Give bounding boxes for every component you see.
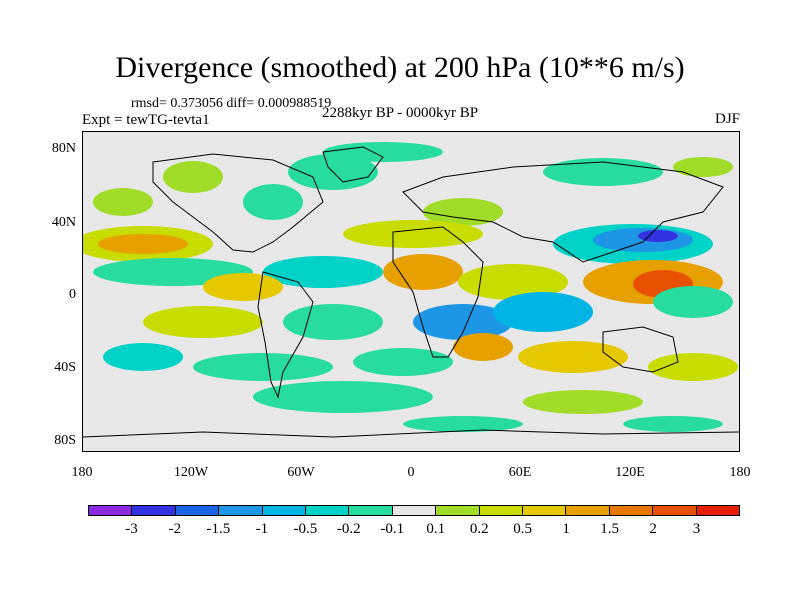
colorbar-label: -1.5 (206, 521, 231, 537)
lat-label: 40N (51, 215, 76, 230)
colorbar-swatch (306, 506, 350, 515)
lon-label: 60E (508, 465, 532, 480)
colorbar-swatch (89, 506, 133, 515)
map-field (83, 142, 739, 438)
period-label: 2288kyr BP - 0000kyr BP (322, 105, 479, 121)
colorbar-label: 1.5 (600, 521, 619, 537)
experiment-label: Expt = tewTG-tevta1 (82, 112, 210, 128)
colorbar-label: -0.5 (293, 521, 318, 537)
lat-label: 80S (54, 433, 76, 448)
plot-title: Divergence (smoothed) at 200 hPa (10**6 … (115, 51, 685, 84)
colorbar (88, 505, 740, 516)
colorbar-swatch (219, 506, 263, 515)
colorbar-swatch (436, 506, 480, 515)
colorbar-swatch (609, 506, 654, 515)
colorbar-swatch (349, 506, 393, 515)
lat-label: 0 (69, 287, 76, 302)
colorbar-swatch (392, 506, 437, 515)
stats-text: rmsd= 0.373056 diff= 0.000988519 (131, 96, 332, 111)
lat-label: 40S (54, 360, 76, 375)
colorbar-swatch (262, 506, 307, 515)
season-label: DJF (714, 111, 740, 127)
colorbar-label: 0.2 (469, 521, 489, 537)
colorbar-label: -3 (125, 521, 138, 537)
divergence-map (82, 131, 740, 452)
lon-label: 120W (173, 465, 209, 480)
lat-label: 80N (51, 141, 76, 156)
lon-label: 60W (287, 465, 315, 480)
colorbar-swatch (479, 506, 524, 515)
colorbar-label: 2 (649, 521, 657, 537)
colorbar-swatch (132, 506, 176, 515)
colorbar-label: 0.1 (426, 521, 446, 537)
lon-label: 120E (615, 465, 645, 480)
colorbar-swatch (696, 506, 740, 515)
lon-label: 180 (729, 465, 751, 480)
colorbar-swatch (175, 506, 220, 515)
colorbar-swatch (653, 506, 697, 515)
colorbar-label: 3 (692, 521, 701, 537)
colorbar-label: 1 (562, 521, 570, 537)
lon-label: 0 (407, 465, 415, 480)
colorbar-swatch (566, 506, 610, 515)
colorbar-label: -0.2 (336, 521, 361, 537)
colorbar-label: -2 (168, 521, 182, 537)
colorbar-label: -0.1 (380, 521, 405, 537)
colorbar-swatch (523, 506, 567, 515)
lon-label: 180 (71, 465, 93, 480)
colorbar-label: 0.5 (513, 521, 533, 537)
colorbar-label: -1 (255, 521, 269, 537)
